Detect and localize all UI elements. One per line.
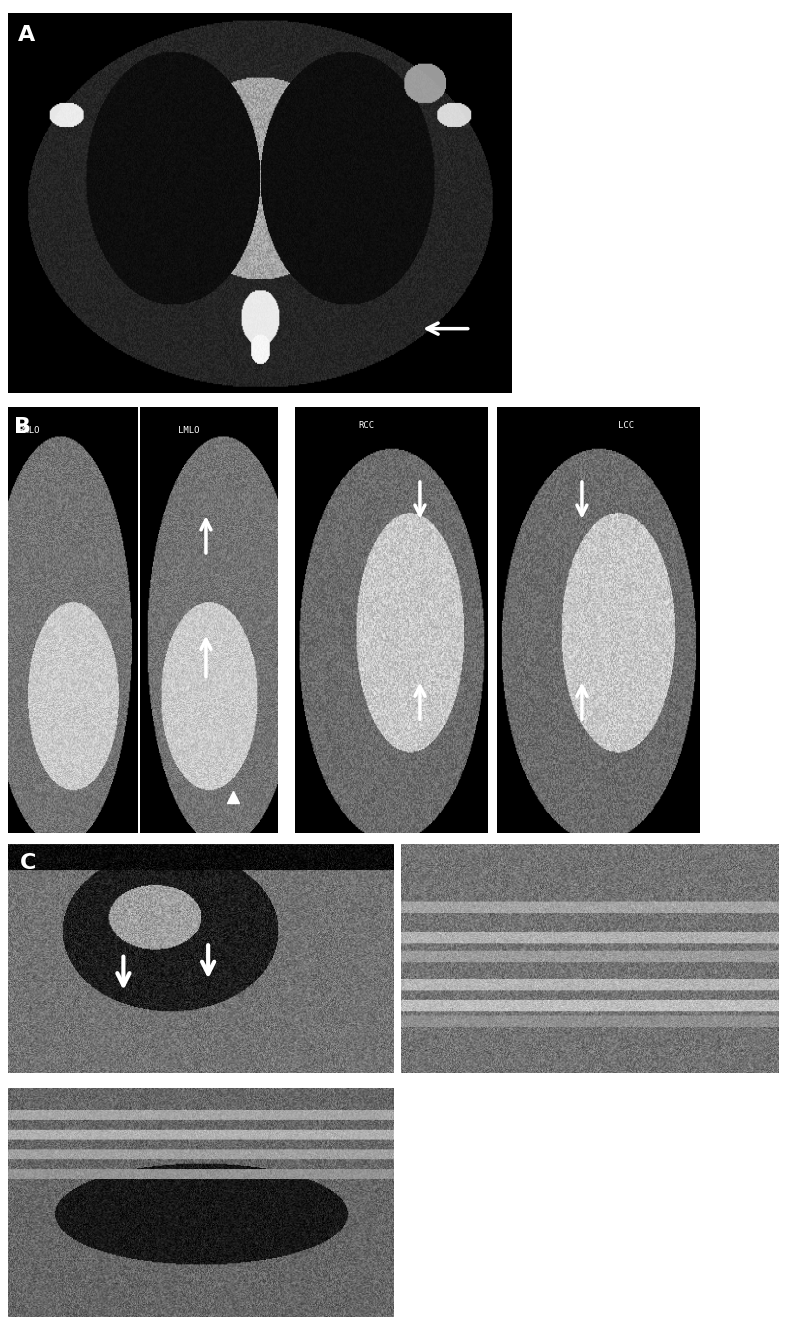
Text: RMLO: RMLO [18, 425, 40, 435]
Text: B: B [14, 417, 31, 437]
Text: LCC: LCC [619, 421, 634, 431]
Text: RCC: RCC [358, 421, 374, 431]
Text: LMLO: LMLO [178, 425, 200, 435]
Text: A: A [18, 25, 35, 45]
Text: C: C [20, 853, 36, 873]
